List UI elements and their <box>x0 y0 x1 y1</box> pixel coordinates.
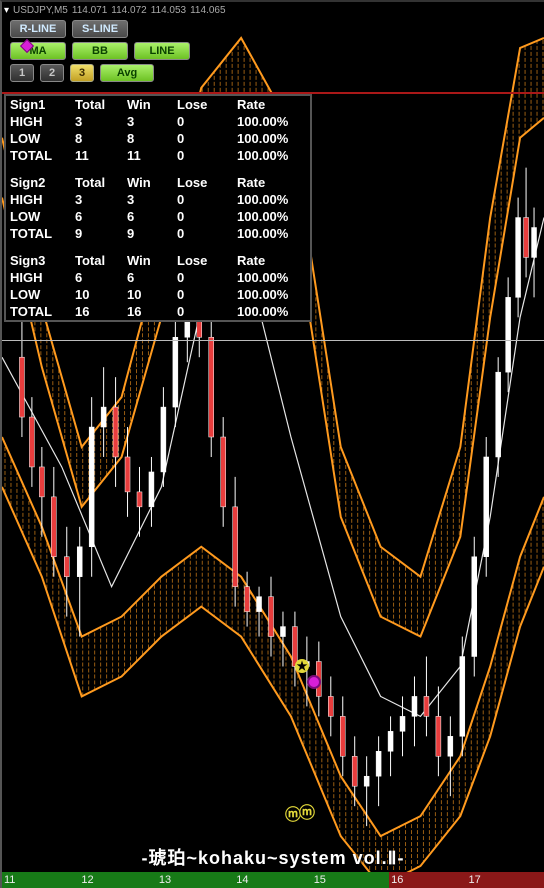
avg-button[interactable]: Avg <box>100 64 154 82</box>
bullet-icon: ▾ <box>4 5 9 16</box>
timeline-tick: 15 <box>312 872 389 888</box>
price-1: 114.072 <box>111 5 146 16</box>
ma-button[interactable]: MA <box>10 42 66 60</box>
price-3: 114.065 <box>190 5 225 16</box>
preset-3-button[interactable]: 3 <box>70 64 94 82</box>
timeline-tick: 17 <box>467 872 544 888</box>
timeline-tick: 11 <box>2 872 79 888</box>
bb-button[interactable]: BB <box>72 42 128 60</box>
stats-panel: Sign1TotalWinLoseRateHIGH330100.00%LOW88… <box>4 94 312 322</box>
chart-window: ▾ USDJPY,M5 114.071 114.072 114.053 114.… <box>0 0 544 888</box>
symbol-label: USDJPY,M5 <box>13 5 68 16</box>
preset-1-button[interactable]: 1 <box>10 64 34 82</box>
preset-2-button[interactable]: 2 <box>40 64 64 82</box>
timeline: 11121314151617 <box>2 872 544 888</box>
timeline-tick: 13 <box>157 872 234 888</box>
price-hline <box>2 340 544 341</box>
line-button[interactable]: LINE <box>134 42 190 60</box>
price-2: 114.053 <box>151 5 186 16</box>
sline-button[interactable]: S-LINE <box>72 20 128 38</box>
timeline-tick: 16 <box>389 872 466 888</box>
system-title: -琥珀~kohaku~system vol.Ⅱ- <box>2 844 544 870</box>
timeline-tick: 12 <box>79 872 156 888</box>
timeline-tick: 14 <box>234 872 311 888</box>
star-marker-icon: ★ <box>295 659 309 673</box>
rline-button[interactable]: R-LINE <box>10 20 66 38</box>
chart-header: ▾ USDJPY,M5 114.071 114.072 114.053 114.… <box>2 2 544 18</box>
price-0: 114.071 <box>72 5 107 16</box>
m-marker-icon: ⓜ <box>299 799 313 813</box>
m-marker-icon: ⓜ <box>285 801 299 815</box>
ring-marker-icon <box>307 675 321 689</box>
toolbar: R-LINE S-LINE MA BB LINE 1 2 3 Avg <box>10 20 190 82</box>
